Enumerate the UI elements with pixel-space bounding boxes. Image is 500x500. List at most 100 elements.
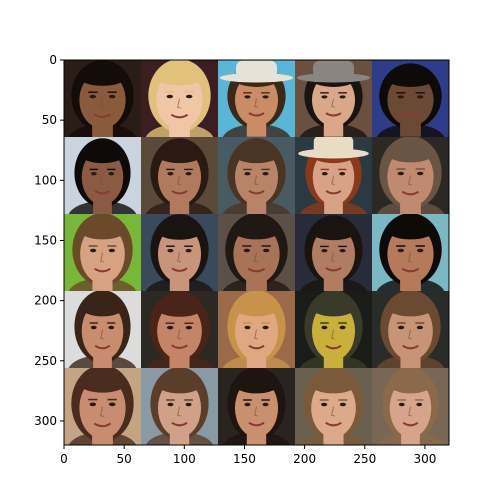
- eyebrow: [396, 322, 406, 324]
- nose: [254, 252, 258, 263]
- eye: [416, 402, 423, 407]
- face-tile-woman-black-hair: [64, 137, 141, 214]
- mouth: [171, 344, 188, 349]
- mouth: [170, 113, 189, 119]
- eyebrow: [166, 168, 175, 171]
- y-tick-label: 100: [34, 173, 57, 187]
- mouth: [401, 112, 420, 117]
- eyebrow: [415, 245, 425, 247]
- eyebrow: [261, 92, 270, 94]
- eye: [244, 325, 251, 330]
- eyebrow: [107, 398, 117, 401]
- hair-fringe: [233, 297, 280, 317]
- nose: [100, 252, 104, 263]
- x-tick-label: 0: [60, 452, 68, 466]
- eyebrow: [415, 92, 425, 94]
- eyebrow: [261, 322, 270, 324]
- face-tile-woman-profile: [372, 368, 449, 445]
- hair-fringe: [387, 297, 434, 317]
- eye: [185, 172, 192, 176]
- face-tile-man-older: [372, 137, 449, 214]
- x-tick-label: 200: [293, 452, 316, 466]
- eye: [416, 171, 424, 176]
- eye: [185, 248, 192, 253]
- y-tick-label: 200: [34, 294, 57, 308]
- eye: [320, 402, 328, 407]
- mouth: [325, 112, 342, 117]
- eye: [397, 171, 405, 176]
- eyebrow: [261, 168, 270, 171]
- nose: [408, 329, 412, 340]
- eye: [339, 402, 347, 407]
- eye: [339, 172, 346, 176]
- eye: [398, 402, 405, 407]
- mouth: [325, 344, 342, 350]
- eyebrow: [397, 399, 406, 401]
- eyebrow: [320, 92, 329, 94]
- y-tick-label: 50: [42, 113, 57, 127]
- eye: [321, 249, 328, 253]
- hair-fringe: [386, 220, 435, 240]
- nose: [177, 406, 181, 417]
- eyebrow: [319, 399, 329, 401]
- hair-fringe: [386, 143, 435, 163]
- face-tile-woman-long-brown-hair: [64, 291, 141, 368]
- mouth: [401, 190, 420, 196]
- eye: [185, 325, 193, 330]
- eye: [90, 325, 97, 330]
- eyebrow: [320, 168, 329, 171]
- face-tile-man-brown-hair: [141, 137, 218, 214]
- hair-fringe: [80, 297, 125, 317]
- hair-fringe: [310, 374, 357, 394]
- nose: [331, 175, 335, 186]
- hair-fringe: [78, 67, 127, 86]
- mouth: [94, 267, 111, 273]
- nose: [408, 406, 412, 417]
- eye: [185, 402, 192, 407]
- eye: [89, 402, 97, 407]
- eyebrow: [261, 245, 271, 247]
- x-tick-label: 150: [233, 452, 256, 466]
- nose: [177, 98, 181, 109]
- eyebrow: [320, 322, 329, 324]
- eye: [244, 172, 251, 176]
- mouth: [248, 190, 265, 195]
- nose: [254, 98, 258, 108]
- eyebrow: [338, 92, 347, 94]
- eyebrow: [165, 91, 175, 93]
- eyebrow: [107, 245, 117, 247]
- nose: [254, 329, 258, 340]
- eye: [416, 95, 424, 99]
- eyebrow: [338, 322, 347, 324]
- eyebrow: [184, 91, 194, 93]
- nose: [177, 252, 181, 263]
- nose: [331, 406, 335, 417]
- face-tile-man-short-hair: [218, 137, 295, 214]
- face-tile-woman-smiling: [64, 368, 141, 445]
- eyebrow: [243, 92, 252, 94]
- y-tick-label: 150: [34, 233, 57, 247]
- eye: [108, 94, 116, 99]
- eye: [416, 248, 424, 253]
- eye: [108, 172, 115, 176]
- nose: [331, 329, 335, 340]
- y-tick-label: 250: [34, 354, 57, 368]
- eye: [243, 248, 251, 253]
- face-tile-man-dark-background: [295, 214, 372, 291]
- eyebrow: [166, 399, 175, 401]
- eye: [185, 94, 193, 99]
- eyebrow: [338, 245, 347, 248]
- eyebrow: [184, 399, 193, 401]
- eyebrow: [184, 245, 193, 247]
- hair-fringe: [155, 66, 204, 86]
- eye: [321, 325, 328, 330]
- hair-fringe: [78, 372, 127, 393]
- hair-fringe: [233, 374, 280, 394]
- eyebrow: [396, 92, 406, 94]
- nose: [408, 98, 412, 108]
- eye: [89, 248, 97, 253]
- face-tile-man-smiling: [218, 214, 295, 291]
- eye: [90, 172, 97, 176]
- eyebrow: [338, 399, 348, 401]
